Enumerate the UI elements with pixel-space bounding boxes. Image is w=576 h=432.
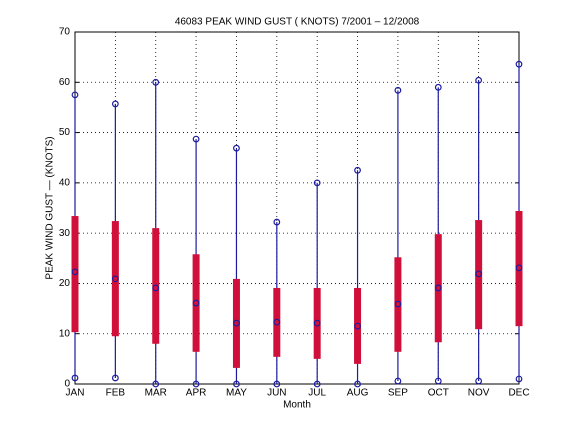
min-marker — [273, 380, 281, 388]
range-bar — [313, 287, 321, 359]
y-tick-label: 70 — [59, 27, 71, 38]
max-marker — [394, 86, 402, 94]
x-tick-label: NOV — [468, 388, 490, 399]
min-marker — [111, 374, 119, 382]
y-axis-label: PEAK WIND GUST — (KNOTS) — [45, 136, 56, 279]
min-marker — [71, 374, 79, 382]
range-bar — [394, 257, 402, 352]
mean-marker — [71, 268, 79, 276]
x-tick-label: FEB — [106, 388, 126, 399]
x-tick-label: AUG — [347, 388, 369, 399]
x-tick-label: MAR — [145, 388, 167, 399]
range-bar — [515, 211, 523, 327]
y-tick-label: 30 — [59, 228, 71, 239]
min-marker — [313, 380, 321, 388]
mean-marker — [313, 319, 321, 327]
range-bar — [354, 287, 362, 364]
x-tick-label: MAY — [226, 388, 247, 399]
mean-marker — [273, 318, 281, 326]
x-tick-label: JAN — [66, 388, 85, 399]
range-bar — [111, 221, 119, 337]
max-marker — [354, 166, 361, 174]
min-marker — [475, 377, 483, 385]
max-marker — [273, 218, 281, 226]
x-axis-label: Month — [283, 400, 311, 411]
min-marker — [515, 375, 523, 383]
range-bar — [192, 254, 200, 352]
y-tick-label: 40 — [59, 177, 71, 188]
range-bar — [273, 287, 281, 357]
mean-marker — [233, 319, 240, 327]
max-marker — [434, 83, 442, 91]
mean-marker — [515, 264, 523, 272]
mean-marker — [434, 284, 442, 292]
range-bar — [232, 278, 240, 368]
chart-title: 46083 PEAK WIND GUST ( KNOTS) 7/2001 – 1… — [175, 17, 420, 28]
mean-marker — [152, 284, 160, 292]
mean-marker — [111, 275, 119, 283]
min-marker — [192, 380, 200, 388]
max-marker — [233, 144, 240, 152]
min-marker — [394, 377, 402, 385]
x-tick-label: DEC — [508, 388, 529, 399]
range-bar — [434, 234, 442, 343]
y-tick-label: 50 — [59, 127, 71, 138]
y-tick-label: 60 — [59, 77, 71, 88]
x-tick-label: APR — [186, 388, 207, 399]
max-marker — [152, 78, 160, 86]
mean-marker — [394, 300, 402, 308]
x-tick-label: JUL — [308, 388, 326, 399]
range-bar — [475, 220, 483, 330]
x-tick-label: OCT — [428, 388, 449, 399]
y-tick-label: 0 — [64, 379, 70, 390]
range-bar — [152, 228, 160, 344]
max-marker — [475, 76, 483, 84]
max-marker — [71, 91, 79, 99]
min-marker — [434, 377, 442, 385]
mean-marker — [475, 270, 483, 278]
max-marker — [515, 60, 523, 68]
min-marker — [152, 380, 160, 388]
x-tick-label: JUN — [267, 388, 286, 399]
max-marker — [192, 135, 200, 143]
max-marker — [313, 179, 321, 187]
y-tick-label: 20 — [59, 278, 71, 289]
min-marker — [354, 380, 361, 388]
x-tick-label: SEP — [388, 388, 408, 399]
y-tick-label: 10 — [59, 328, 71, 339]
mean-marker — [354, 322, 361, 330]
min-marker — [233, 380, 240, 388]
max-marker — [111, 100, 119, 108]
mean-marker — [192, 299, 200, 307]
